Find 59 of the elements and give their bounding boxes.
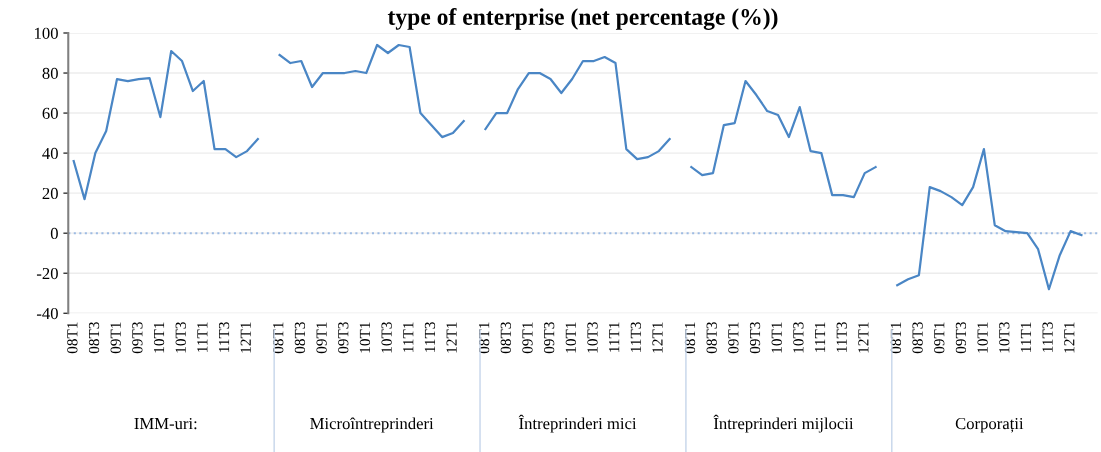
text: Întreprinderi mijlocii <box>713 414 854 433</box>
x-tick-label: 10T1 <box>977 322 988 353</box>
x-tick-label: 10T1 <box>565 322 576 353</box>
x-tick-label: 09T1 <box>522 322 533 354</box>
x-tick-label: 10T1 <box>153 322 165 353</box>
x-tick-label: 09T1 <box>934 322 945 354</box>
x-tick-label: 11T3 <box>424 322 436 352</box>
x-tick-label: 10T3 <box>793 322 804 353</box>
x-tick-label: 10T1 <box>771 322 782 353</box>
x-tick-label: 09T1 <box>316 322 327 354</box>
x-tick-label: 11T3 <box>1042 322 1053 352</box>
x-tick-label: 12T1 <box>240 322 251 353</box>
x-tick-label: 09T1 <box>110 322 121 354</box>
x-tick-label: 08T3 <box>706 322 717 354</box>
y-tick-label: 100 <box>35 27 58 39</box>
x-tick-label: 09T3 <box>132 322 143 354</box>
x-tick-label: 09T3 <box>338 322 349 354</box>
x-tick-label: 08T1 <box>67 322 78 354</box>
x-tick-label: 09T1 <box>728 322 739 354</box>
text: Microîntreprinderi <box>310 417 434 433</box>
x-tick-label: 08T1 <box>684 322 696 354</box>
y-tick-label: -40 <box>36 307 58 320</box>
text: Corporații <box>955 417 1024 433</box>
x-tick-label: 11T1 <box>197 322 208 352</box>
y-tick-label: 0 <box>50 227 58 240</box>
x-tick-label: 10T3 <box>587 322 598 353</box>
x-tick-label: 08T3 <box>88 322 100 354</box>
x-tick-label: 11T3 <box>218 322 230 352</box>
x-tick-label: 08T1 <box>478 322 490 354</box>
x-tick-label: 10T3 <box>175 322 186 353</box>
x-tick-label: 11T1 <box>814 322 826 352</box>
x-tick-label: 10T1 <box>359 322 371 353</box>
chart-title: type of enterprise (net percentage (%)) <box>387 8 778 30</box>
x-tick-label: 08T3 <box>294 322 306 354</box>
x-tick-label: 09T3 <box>749 322 761 354</box>
x-tick-label: 10T3 <box>999 322 1010 353</box>
x-tick-label: 12T1 <box>652 322 663 353</box>
x-tick-label: 08T3 <box>500 322 511 354</box>
x-tick-label: 12T1 <box>858 322 869 353</box>
x-tick-label: 11T1 <box>609 322 620 352</box>
x-tick-label: 08T1 <box>273 322 284 354</box>
y-tick-label: 20 <box>42 187 58 200</box>
x-tick-label: 11T3 <box>630 322 641 352</box>
x-tick-label: 12T1 <box>446 322 457 353</box>
x-tick-label: 09T3 <box>543 322 555 354</box>
y-tick-label: 60 <box>42 107 58 120</box>
y-tick-label: -20 <box>36 267 58 280</box>
x-tick-label: 09T3 <box>955 322 967 354</box>
x-tick-label: 11T3 <box>836 322 847 352</box>
y-tick-label: 80 <box>42 67 58 79</box>
x-tick-label: 08T1 <box>890 322 902 354</box>
x-tick-label: 08T3 <box>912 322 923 354</box>
text: IMM-uri: <box>134 417 197 430</box>
text: Întreprinderi mici <box>518 414 637 433</box>
y-tick-label: 40 <box>42 147 58 160</box>
x-tick-label: 11T1 <box>1020 322 1031 352</box>
x-tick-label: 11T1 <box>403 322 414 352</box>
x-tick-label: 10T3 <box>381 322 392 353</box>
x-tick-label: 12T1 <box>1064 322 1075 353</box>
